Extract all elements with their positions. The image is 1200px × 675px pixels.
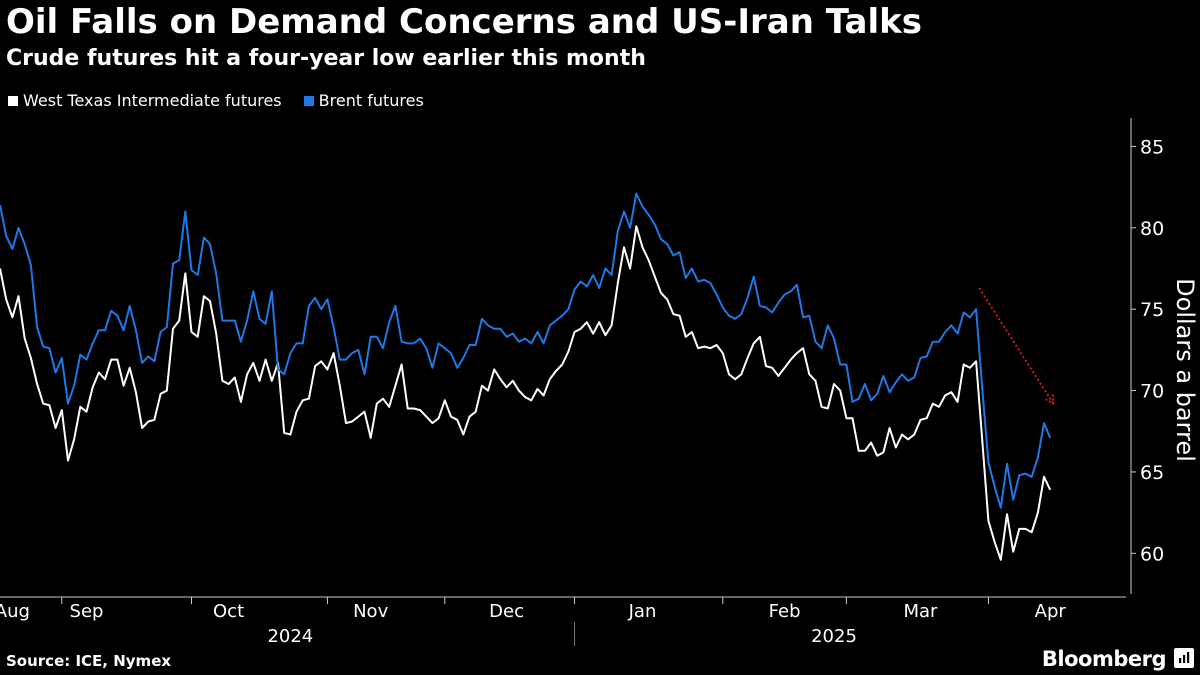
annotation-arrow-head <box>1044 394 1055 406</box>
y-tick-label-80: 80 <box>1140 218 1164 240</box>
y-tick-label-70: 70 <box>1140 381 1164 403</box>
y-tick-label-65: 65 <box>1140 462 1164 484</box>
series-line-brent <box>0 192 1052 509</box>
legend-swatch-brent <box>303 95 314 106</box>
x-tick-label-aug: Aug <box>0 601 30 622</box>
legend-label-wti: West Texas Intermediate futures <box>23 91 282 110</box>
chart-title: Oil Falls on Demand Concerns and US-Iran… <box>6 2 923 42</box>
legend-item-wti: West Texas Intermediate futures <box>8 91 282 110</box>
x-tick-label-oct: Oct <box>213 601 244 622</box>
bloomberg-wordmark: Bloomberg <box>1041 647 1167 671</box>
year-label-2024: 2024 <box>267 626 313 647</box>
x-tick-label-sep: Sep <box>70 601 104 622</box>
legend-label-brent: Brent futures <box>318 91 424 110</box>
y-tick-label-85: 85 <box>1140 136 1164 158</box>
series-line-wti <box>0 225 1052 561</box>
annotation-arrow-shaft <box>978 287 1055 405</box>
x-tick-label-nov: Nov <box>353 601 388 622</box>
y-axis-title: Dollars a barrel <box>1171 278 1199 462</box>
chart-subtitle: Crude futures hit a four-year low earlie… <box>6 46 646 71</box>
year-label-2025: 2025 <box>811 626 857 647</box>
y-tick-label-75: 75 <box>1140 299 1164 321</box>
y-tick-label-60: 60 <box>1140 543 1164 565</box>
x-tick-label-feb: Feb <box>769 601 801 622</box>
legend-item-brent: Brent futures <box>303 91 424 110</box>
legend-swatch-wti <box>8 95 18 106</box>
source-note: Source: ICE, Nymex <box>6 652 172 670</box>
x-tick-label-apr: Apr <box>1035 601 1067 622</box>
legend: West Texas Intermediate futures Brent fu… <box>8 91 424 110</box>
x-tick-label-jan: Jan <box>628 601 657 622</box>
bloomberg-logo-icon <box>1174 648 1194 668</box>
x-tick-label-mar: Mar <box>904 601 939 622</box>
x-tick-label-dec: Dec <box>489 601 524 622</box>
